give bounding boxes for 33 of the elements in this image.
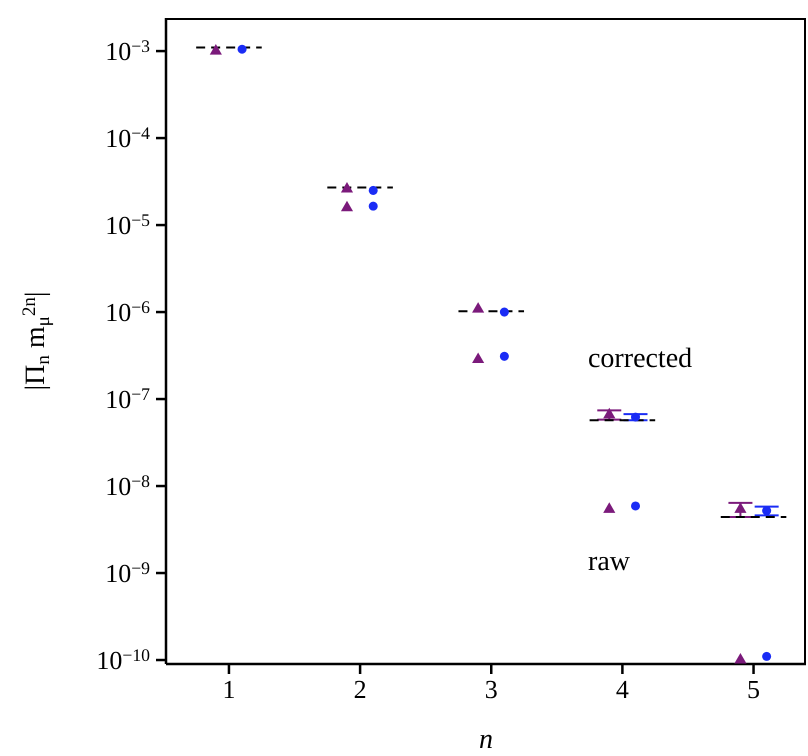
point: [630, 412, 640, 422]
point: [368, 186, 378, 195]
x-tick-label: 2: [354, 675, 367, 704]
y-tick-label: 10$^{−3}$: [105, 36, 150, 66]
y-tick-label: 10$^{−9}$: [105, 558, 150, 588]
point: [603, 502, 616, 513]
point: [500, 308, 509, 317]
point: [472, 352, 484, 363]
point: [630, 501, 640, 510]
point: [210, 44, 222, 55]
point: [340, 182, 354, 192]
point: [734, 502, 747, 513]
annotation: raw: [588, 546, 630, 578]
y-tick-label: 10$^{−7}$: [105, 384, 150, 414]
x-tick-label: 3: [484, 675, 498, 704]
point: [734, 653, 747, 664]
annotation: corrected: [588, 343, 692, 375]
x-tick-label: 1: [222, 675, 236, 704]
x-tick-label: 5: [747, 675, 760, 704]
point: [238, 44, 247, 54]
y-tick-label: 10$^{−8}$: [105, 471, 150, 502]
point: [340, 200, 354, 212]
point: [368, 202, 378, 211]
point: [762, 652, 772, 661]
point: [500, 352, 509, 361]
y-tick-label: 10$^{−5}$: [105, 210, 150, 240]
x-axis-title: n: [479, 724, 493, 755]
point: [603, 408, 616, 418]
y-tick-label: 10$^{−4}$: [105, 123, 150, 154]
x-tick-label: 4: [616, 675, 629, 704]
y-tick-label: 10$^{−10}$: [96, 645, 150, 676]
point: [472, 302, 484, 313]
y-tick-label: 10$^{−6}$: [105, 297, 150, 328]
